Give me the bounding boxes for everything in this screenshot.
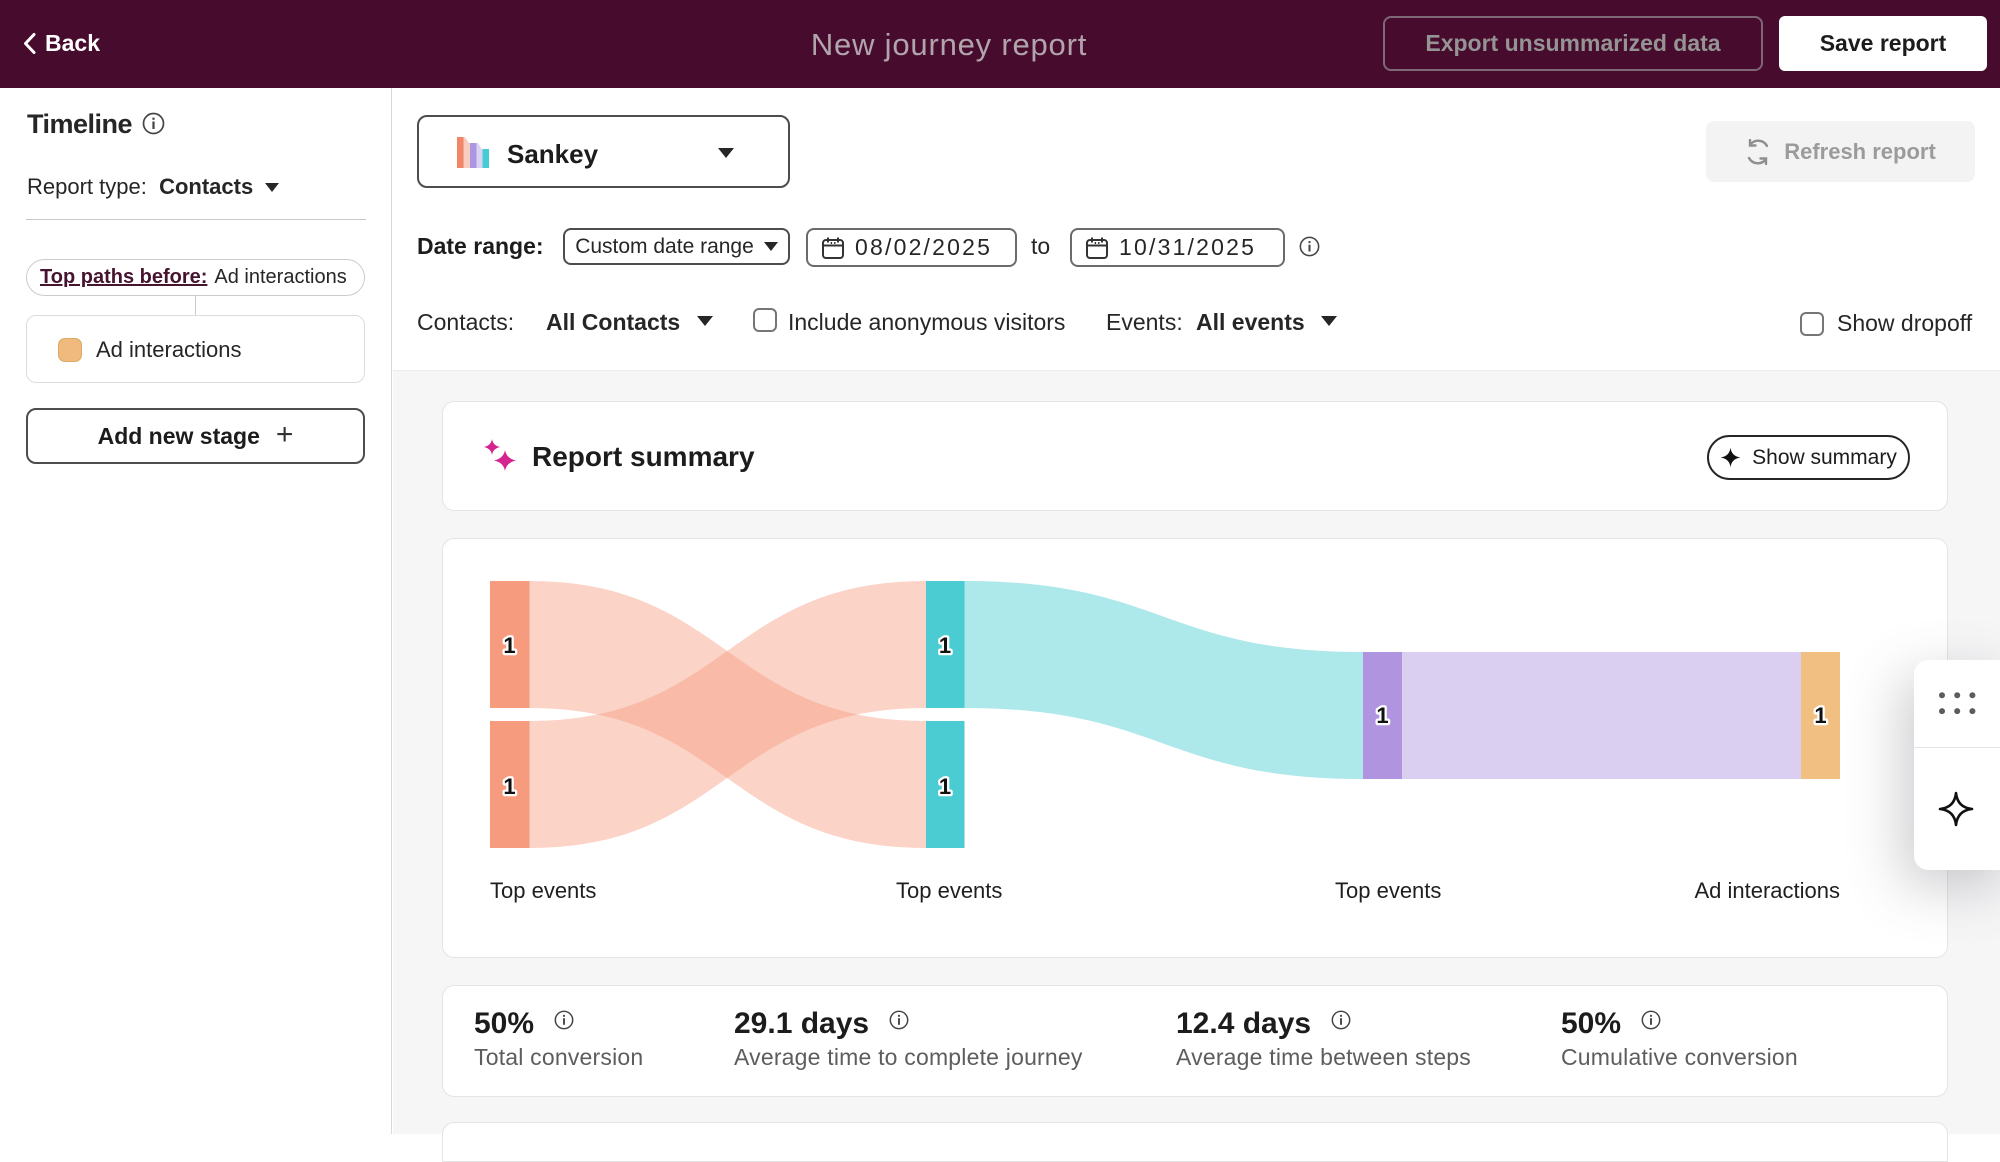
svg-text:1: 1: [1376, 703, 1388, 728]
svg-text:1: 1: [939, 633, 951, 658]
svg-text:1: 1: [1814, 703, 1826, 728]
svg-text:1: 1: [503, 774, 515, 799]
svg-text:1: 1: [939, 774, 951, 799]
svg-text:1: 1: [503, 633, 515, 658]
